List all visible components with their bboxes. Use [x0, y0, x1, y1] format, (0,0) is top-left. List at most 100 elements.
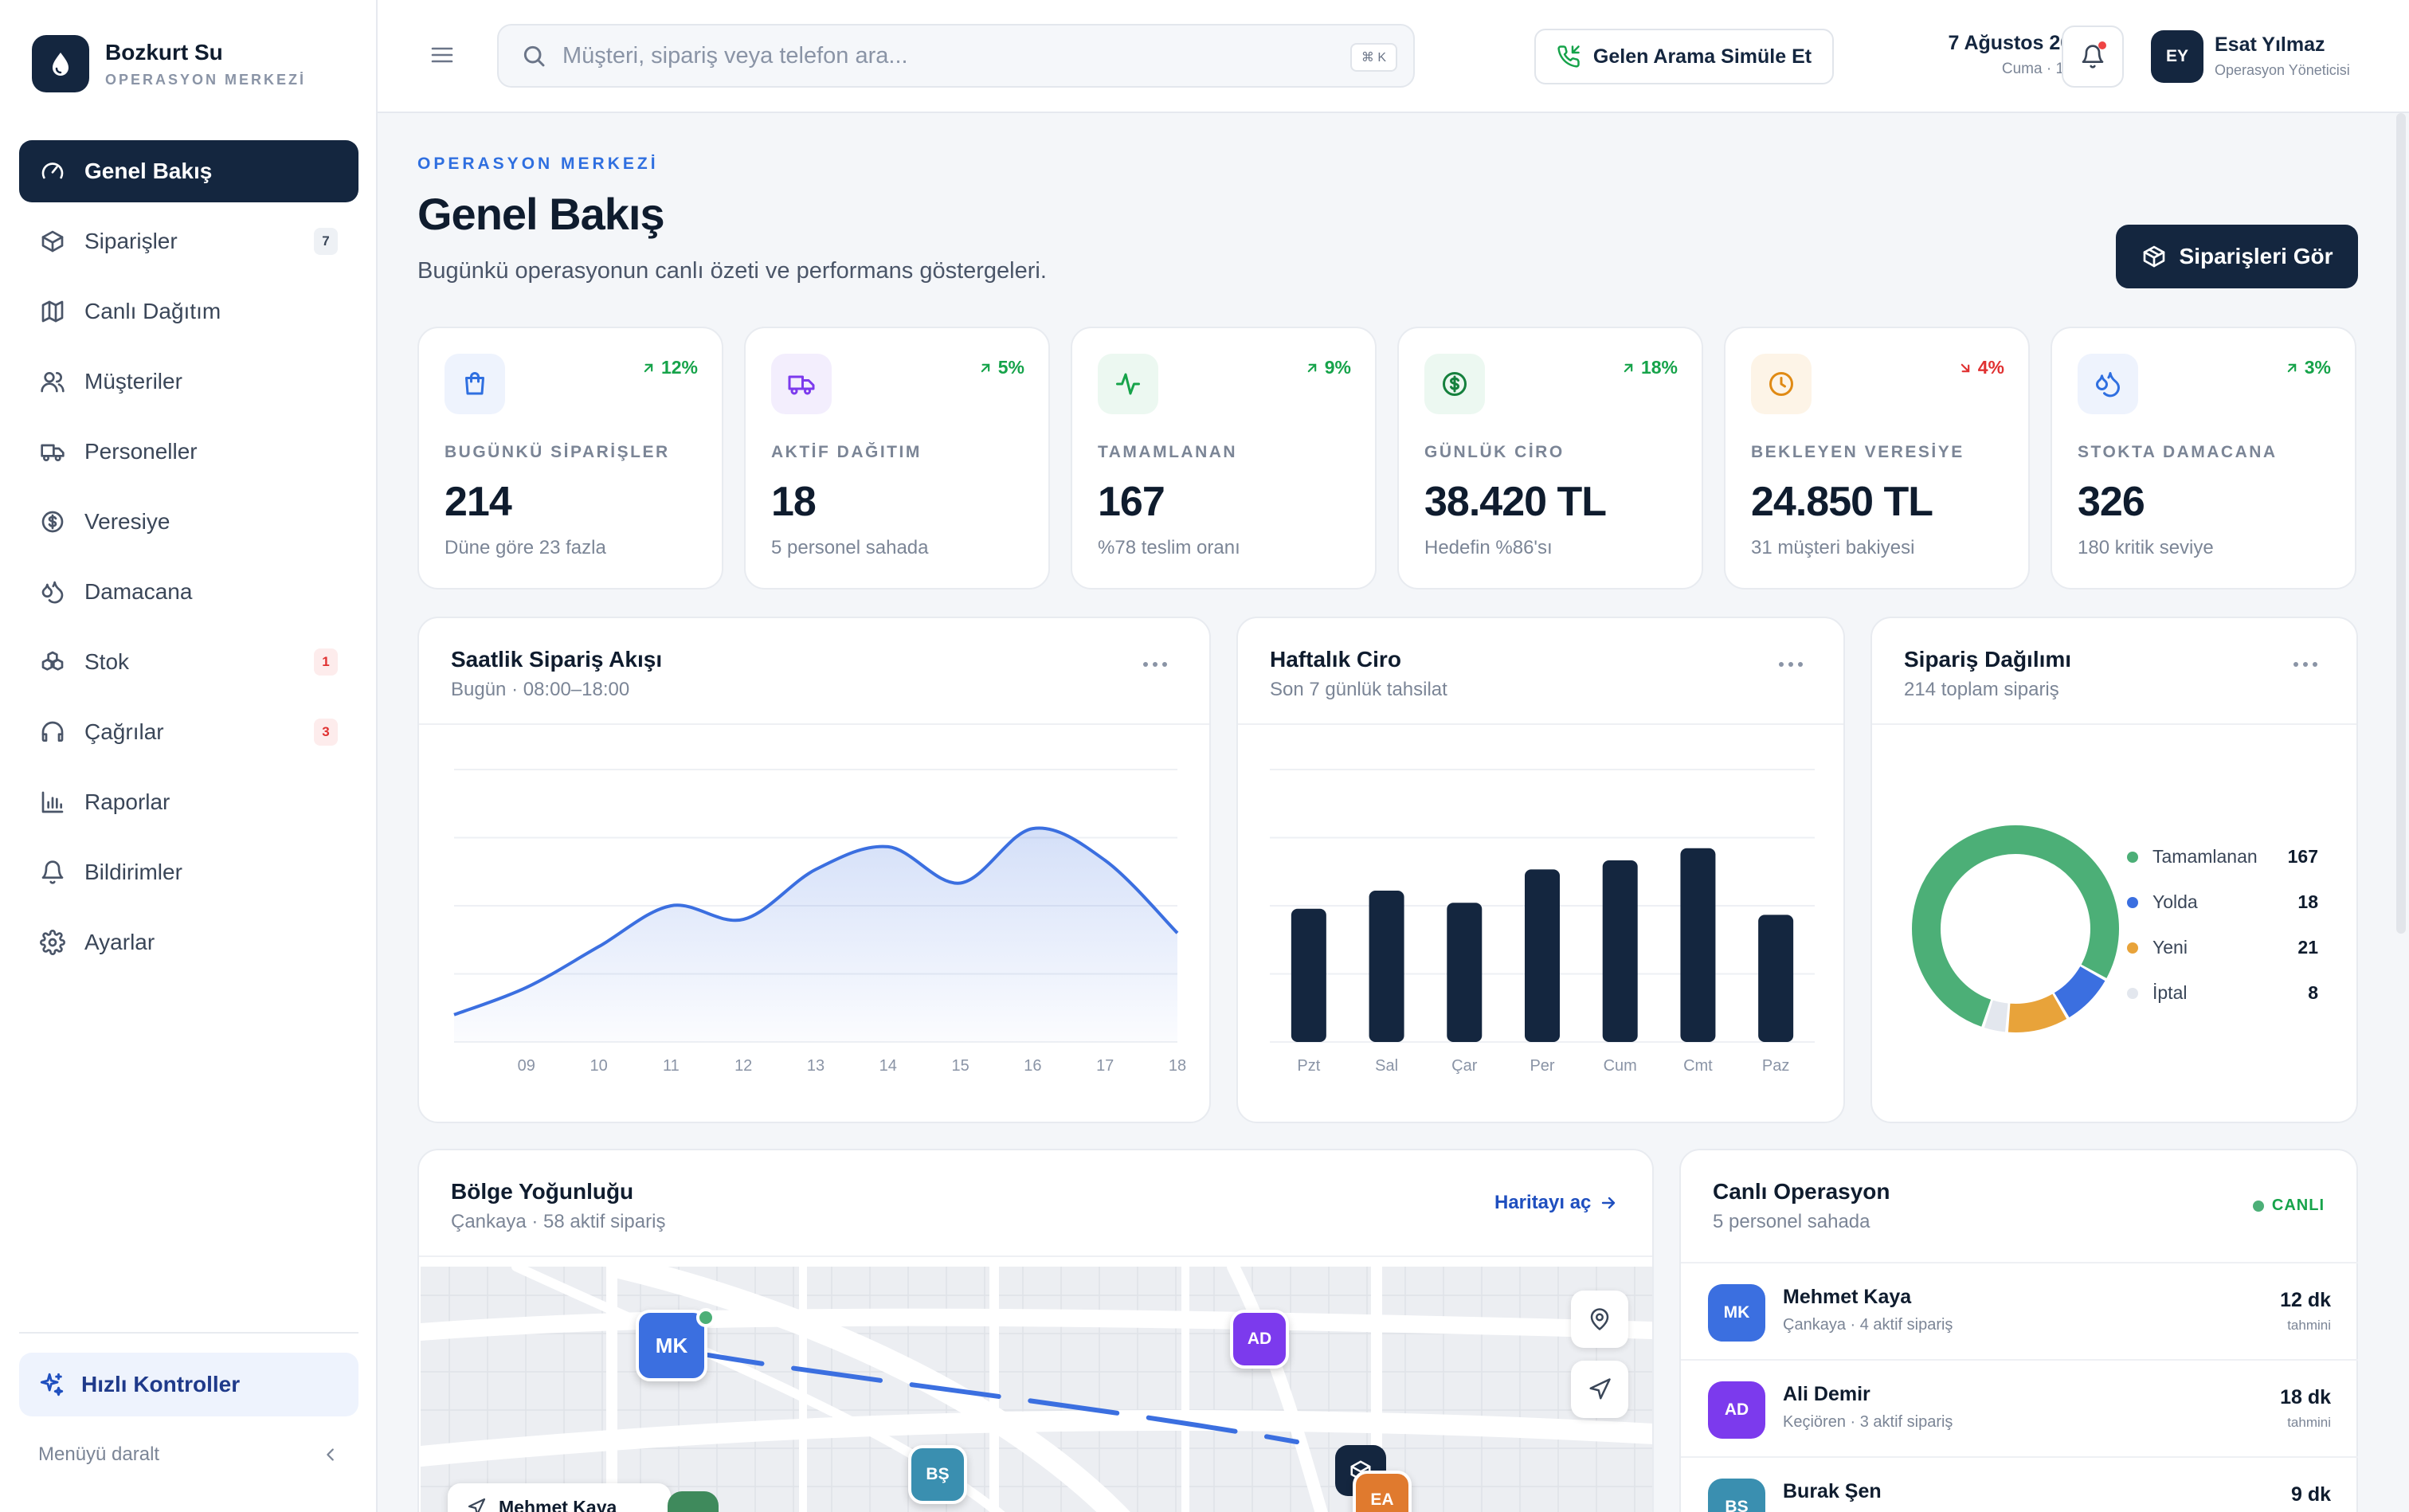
sidebar-item-9[interactable]: Çağrılar 3 [19, 701, 358, 763]
x-tick-label: Per [1530, 1057, 1554, 1075]
sidebar-item-11[interactable]: Bildirimler [19, 841, 358, 903]
phone-incoming-icon [1557, 45, 1580, 68]
user-role: Operasyon Yöneticisi [2215, 62, 2350, 78]
sidebar-item-label: Siparişler [84, 229, 178, 253]
sidebar-item-3[interactable]: Canlı Dağıtım [19, 280, 358, 343]
data-point [1030, 826, 1035, 831]
legend-swatch [2127, 896, 2138, 908]
kpi-card[interactable]: 9% TAMAMLANAN 167 %78 teslim oranı [1071, 327, 1377, 590]
region-density-title: Bölge Yoğunluğu [451, 1179, 634, 1204]
user-avatar[interactable]: EY [2151, 30, 2203, 83]
donut-slice[interactable] [1984, 1000, 2009, 1032]
boxes-icon [41, 651, 64, 671]
notifications-button[interactable] [2062, 25, 2124, 88]
map-marker-driver[interactable] [668, 1491, 719, 1512]
hourly-orders-chart: 09 10 11 12 13 14 15 16 17 18 [453, 769, 1186, 1075]
legend-label: Yeni [2152, 937, 2188, 958]
sidebar-item-5[interactable]: Personeller [19, 421, 358, 483]
kpi-card[interactable]: 3% STOKTA DAMACANA 326 180 kritik seviye [2051, 327, 2356, 590]
simulate-call-label: Gelen Arama Simüle Et [1592, 45, 1812, 68]
more-options-icon[interactable] [1141, 660, 1169, 669]
more-options-icon[interactable] [2291, 660, 2320, 669]
arrow-up-right-icon [1307, 363, 1316, 372]
sidebar-item-4[interactable]: Müşteriler [19, 351, 358, 413]
x-tick-label: 10 [590, 1057, 607, 1075]
kpi-card[interactable]: 5% AKTİF DAĞITIM 18 5 personel sahada [744, 327, 1050, 590]
bar[interactable] [1525, 869, 1560, 1042]
x-tick-label: 09 [518, 1057, 535, 1075]
bar[interactable] [1369, 891, 1404, 1042]
nav-icon [38, 437, 67, 466]
search-input[interactable] [562, 42, 1279, 69]
map-marker-initials: EA [1370, 1490, 1394, 1509]
collapse-menu-label: Menüyü daralt [38, 1443, 160, 1465]
kpi-card[interactable]: 18% GÜNLÜK CİRO 38.420 TL Hedefin %86'sı [1397, 327, 1703, 590]
kpi-label: STOKTA DAMACANA [2078, 443, 2278, 461]
sidebar-item-12[interactable]: Ayarlar [19, 911, 358, 973]
map-marker-driver[interactable]: EA [1353, 1471, 1412, 1512]
kpi-trend: 5% [977, 357, 1024, 378]
sidebar-item-10[interactable]: Raporlar [19, 771, 358, 833]
kpi-icon-box [2078, 354, 2138, 414]
kpi-subtext: %78 teslim oranı [1098, 537, 1240, 558]
open-map-link[interactable]: Haritayı aç [1494, 1192, 1618, 1214]
kpi-icon-box [1751, 354, 1812, 414]
sidebar-item-badge: 1 [314, 648, 338, 676]
donut-slice[interactable] [1912, 825, 2119, 1027]
bell-icon [2082, 45, 2104, 69]
page-eyebrow: OPERASYON MERKEZİ [417, 155, 659, 173]
legend-item: İptal 8 [2127, 982, 2318, 1004]
bar[interactable] [1291, 908, 1326, 1042]
live-driver-row[interactable]: AD Ali Demir Keçiören · 3 aktif sipariş … [1681, 1359, 2358, 1456]
sidebar-item-2[interactable]: Siparişler 7 [19, 210, 358, 272]
sidebar-item-7[interactable]: Damacana [19, 561, 358, 623]
region-map[interactable] [421, 1267, 1654, 1512]
donut-slice[interactable] [2007, 993, 2067, 1032]
driver-popup[interactable]: Mehmet Kaya [448, 1483, 671, 1512]
bar[interactable] [1602, 860, 1638, 1042]
kpi-card[interactable]: 12% BUGÜNKÜ SİPARİŞLER 214 Düne göre 23 … [417, 327, 723, 590]
kpi-card[interactable]: 4% BEKLEYEN VERESİYE 24.850 TL 31 müşter… [1724, 327, 2030, 590]
arrow-down-right-icon [1960, 363, 1969, 372]
quick-controls-button[interactable]: Hızlı Kontroller [19, 1353, 358, 1416]
chevron-left-icon [327, 1448, 334, 1461]
order-distribution-subtitle: 214 toplam sipariş [1904, 679, 2059, 700]
driver-popup-name: Mehmet Kaya [499, 1496, 617, 1512]
kpi-label: BEKLEYEN VERESİYE [1751, 443, 1964, 461]
region-density-card: Bölge Yoğunluğu Çankaya · 58 aktif sipar… [417, 1149, 1654, 1512]
view-orders-button[interactable]: Siparişleri Gör [2116, 225, 2358, 288]
sidebar-item-label: Personeller [84, 439, 198, 464]
legend-value: 8 [2308, 982, 2318, 1003]
live-driver-row[interactable]: MK Mehmet Kaya Çankaya · 4 aktif sipariş… [1681, 1262, 2358, 1359]
more-options-icon[interactable] [1776, 660, 1805, 669]
brand-logo-icon [32, 35, 89, 92]
sidebar-item-1[interactable]: Genel Bakış [19, 140, 358, 202]
arrow-up-right-icon [1624, 363, 1633, 372]
bar[interactable] [1758, 915, 1794, 1042]
search-icon [523, 45, 545, 67]
legend-value: 18 [2297, 891, 2318, 912]
simulate-call-button[interactable]: Gelen Arama Simüle Et [1534, 29, 1834, 84]
nav-icon [38, 507, 67, 536]
kpi-value: 38.420 TL [1424, 479, 1607, 525]
map-marker-driver[interactable]: BŞ [908, 1445, 967, 1504]
sidebar-item-6[interactable]: Veresiye [19, 491, 358, 553]
map-marker-initials: AD [1247, 1330, 1272, 1348]
kpi-trend-value: 5% [997, 357, 1024, 378]
donut-slice[interactable] [2054, 966, 2105, 1018]
bar[interactable] [1680, 848, 1716, 1042]
navigate-button[interactable] [1571, 1361, 1628, 1418]
bar[interactable] [1447, 903, 1483, 1042]
live-driver-row[interactable]: BŞ Burak Şen 9 dk [1681, 1456, 2358, 1512]
kpi-subtext: 5 personel sahada [771, 537, 929, 558]
hamburger-menu-icon[interactable] [430, 43, 454, 67]
page-scrollbar[interactable] [2396, 113, 2406, 934]
collapse-menu-button[interactable]: Menüyü daralt [38, 1443, 339, 1466]
map-marker-driver[interactable]: MK [636, 1310, 707, 1381]
search-bar[interactable]: ⌘ K [497, 24, 1415, 88]
locate-button[interactable] [1571, 1291, 1628, 1348]
weekly-revenue-subtitle: Son 7 günlük tahsilat [1270, 679, 1447, 700]
map-pin-icon [1590, 1308, 1609, 1330]
sidebar-item-8[interactable]: Stok 1 [19, 631, 358, 693]
map-marker-driver[interactable]: AD [1230, 1310, 1289, 1369]
